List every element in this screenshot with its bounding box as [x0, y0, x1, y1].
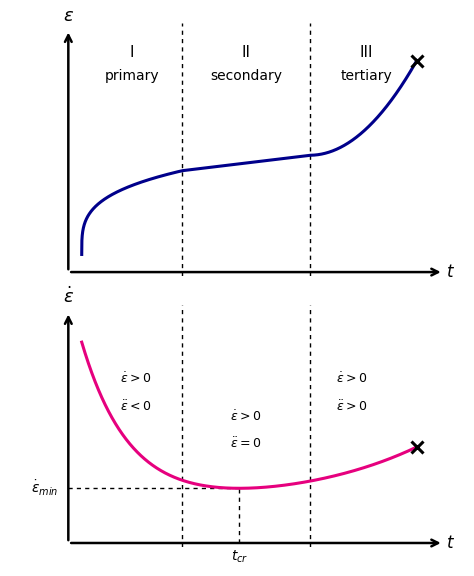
Text: secondary: secondary: [210, 69, 282, 84]
Text: ε: ε: [64, 7, 73, 25]
Text: $\ddot{\varepsilon}>0$: $\ddot{\varepsilon}>0$: [336, 399, 367, 414]
Text: t: t: [447, 263, 454, 281]
Text: $\ddot{\varepsilon}=0$: $\ddot{\varepsilon}=0$: [230, 437, 262, 452]
Text: t: t: [447, 534, 454, 552]
Text: III: III: [360, 45, 374, 60]
Text: $\dot{\varepsilon}>0$: $\dot{\varepsilon}>0$: [120, 372, 151, 386]
Text: $\dot{\varepsilon}>0$: $\dot{\varepsilon}>0$: [230, 410, 262, 424]
Text: $\ddot{\varepsilon}<0$: $\ddot{\varepsilon}<0$: [120, 399, 151, 414]
Text: primary: primary: [105, 69, 159, 84]
Text: I: I: [130, 45, 134, 60]
Text: $t_{cr}$: $t_{cr}$: [230, 548, 248, 564]
Text: $\dot{\varepsilon}$: $\dot{\varepsilon}$: [63, 287, 74, 308]
Text: $\dot{\varepsilon}_{min}$: $\dot{\varepsilon}_{min}$: [31, 479, 58, 498]
Text: $\dot{\varepsilon}>0$: $\dot{\varepsilon}>0$: [336, 372, 367, 386]
Text: II: II: [241, 45, 250, 60]
Text: tertiary: tertiary: [341, 69, 392, 84]
